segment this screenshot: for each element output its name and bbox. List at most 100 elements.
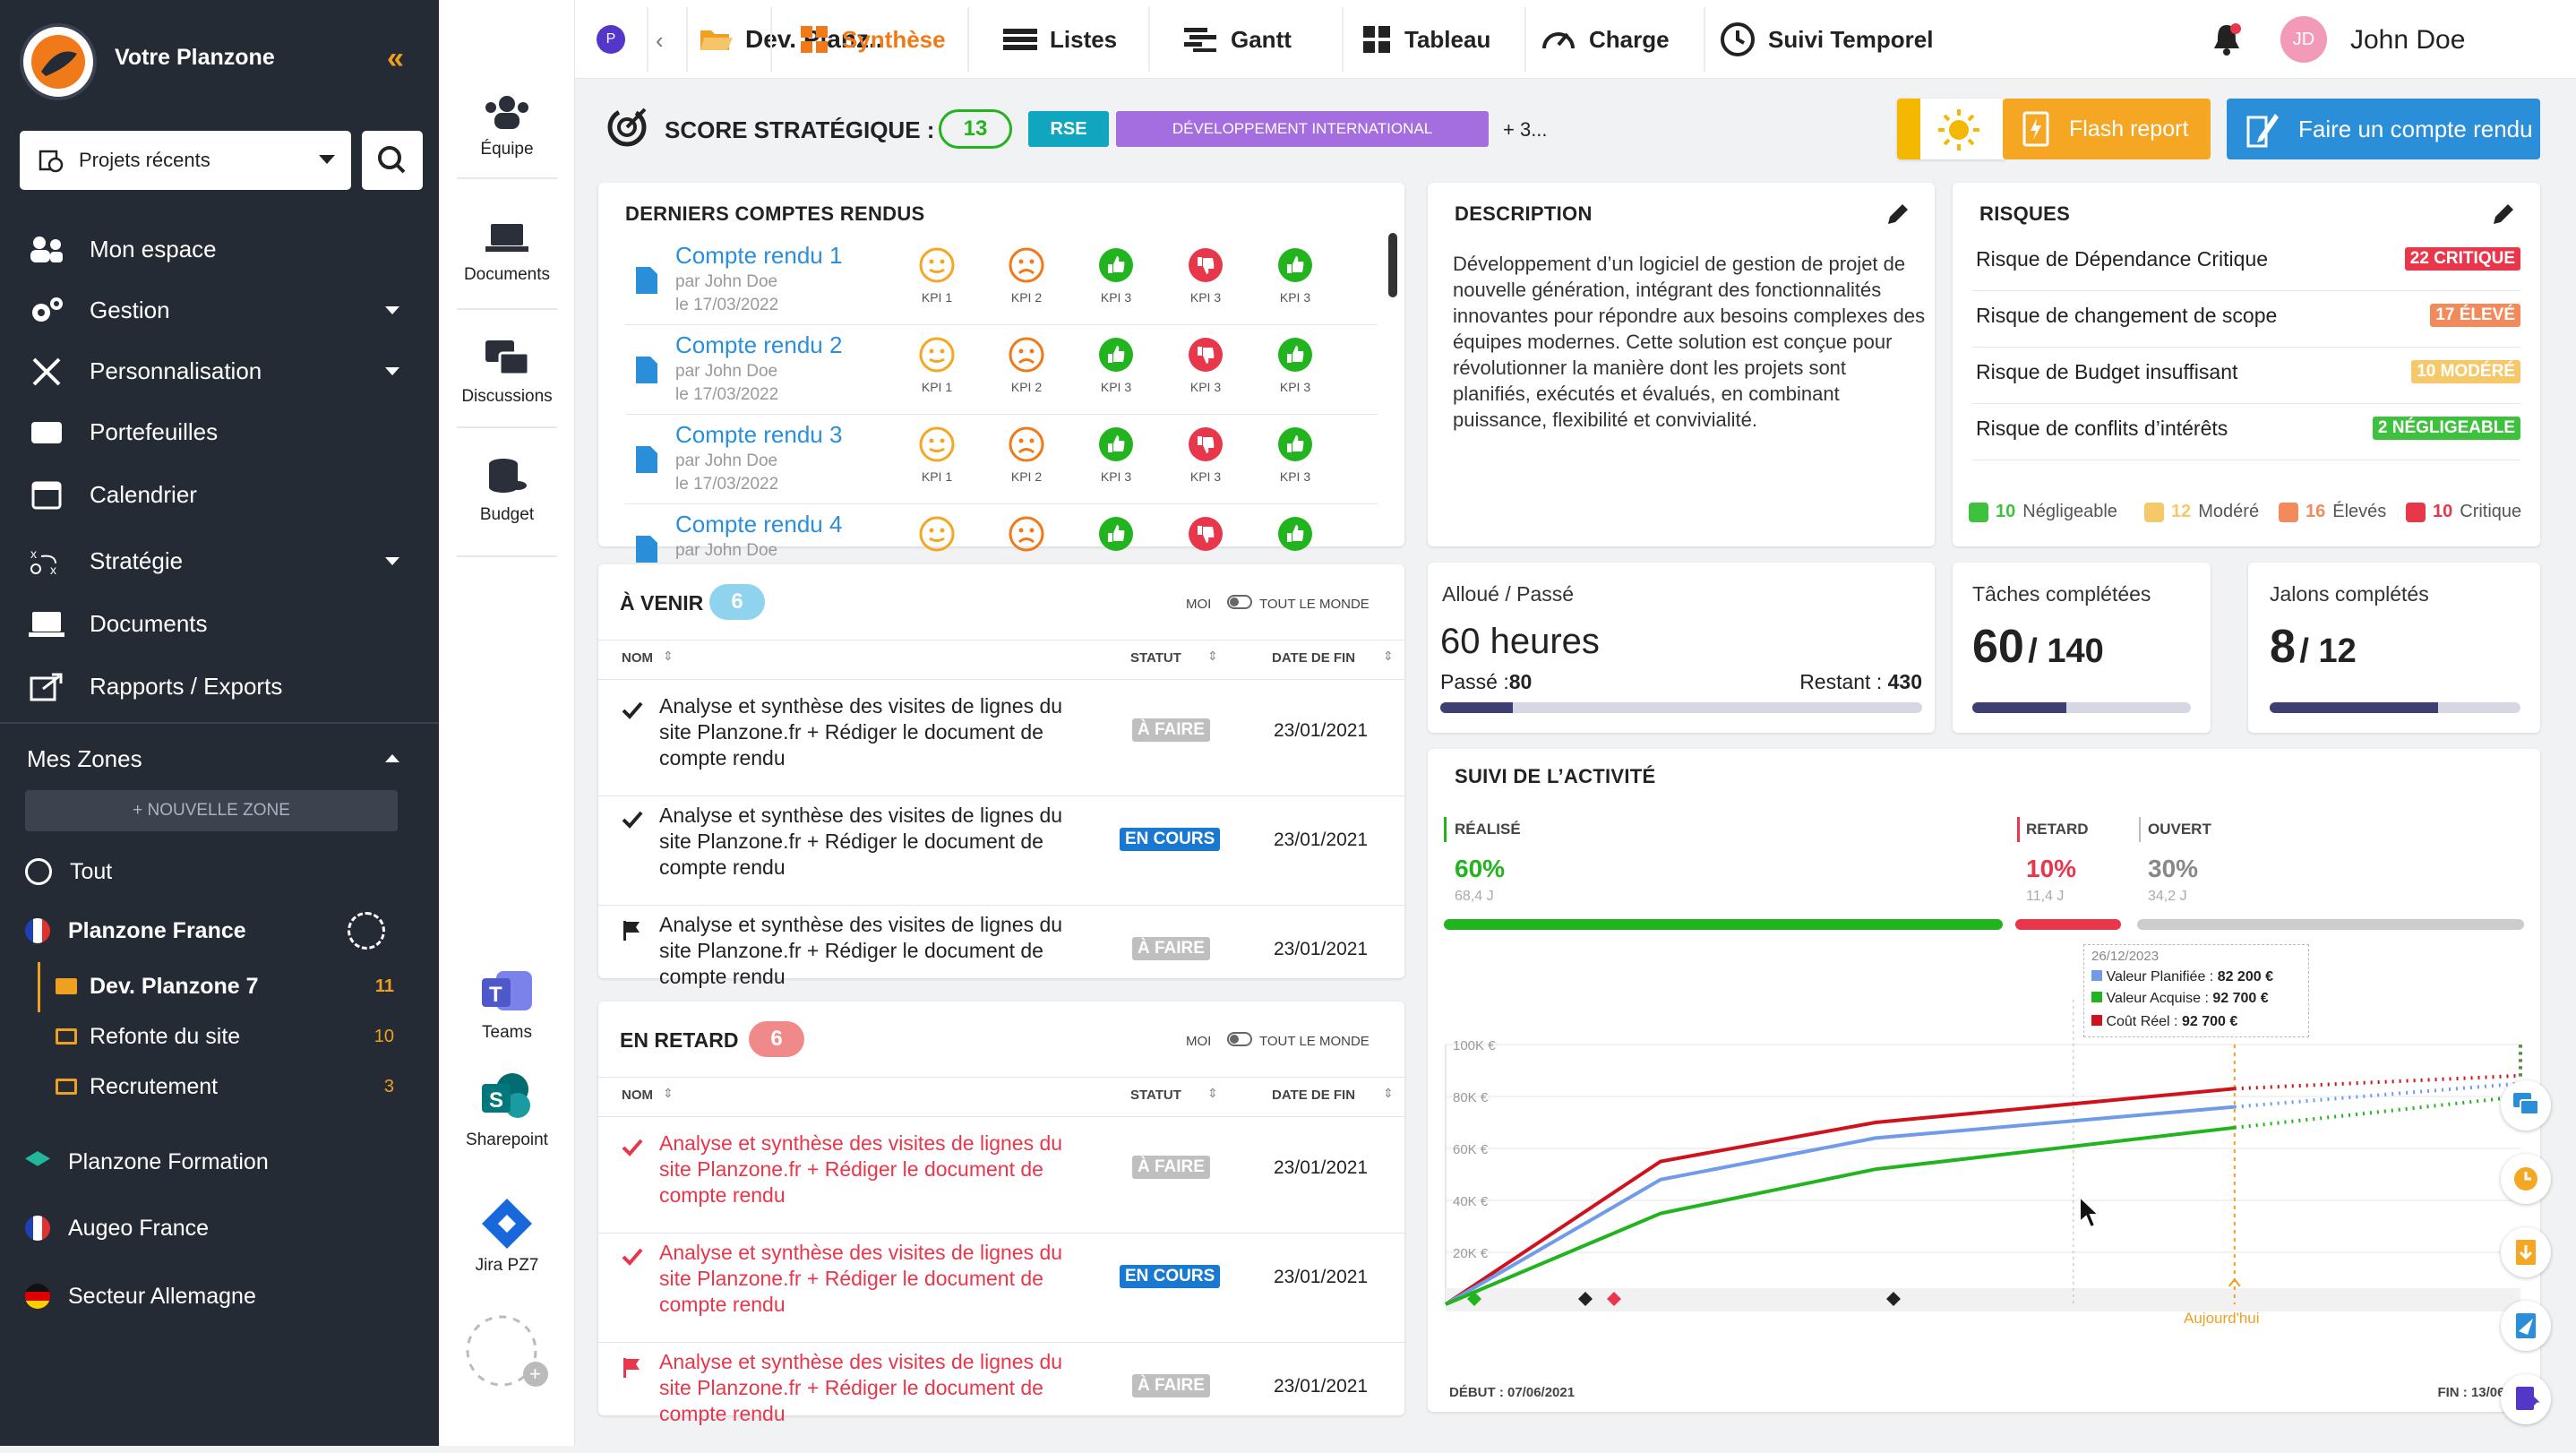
risk-row[interactable]: Risque de Budget insuffisant 10 MODÉRÉ: [1953, 357, 2540, 413]
tab-listes[interactable]: Listes: [1003, 0, 1117, 79]
sort-icon[interactable]: ⇕: [663, 649, 674, 663]
project-selector[interactable]: Dev. Planz..: [699, 0, 883, 79]
column-header[interactable]: DATE DE FIN: [1272, 1088, 1356, 1103]
risk-row[interactable]: Risque de changement de scope 17 ÉLEVÉ: [1953, 300, 2540, 357]
documents-button[interactable]: Documents: [439, 219, 575, 285]
task-name[interactable]: Analyse et synthèse des visites de ligne…: [659, 693, 1062, 771]
edit-icon[interactable]: [2490, 201, 2517, 228]
zone-augeo-france[interactable]: Augeo France: [0, 1204, 439, 1252]
equipe-button[interactable]: Équipe: [439, 93, 575, 159]
new-zone-button[interactable]: + NOUVELLE ZONE: [25, 790, 398, 831]
user-avatar[interactable]: JD: [2280, 16, 2327, 63]
notifications-icon[interactable]: [2211, 21, 2243, 57]
task-name[interactable]: Analyse et synthèse des visites de ligne…: [659, 1131, 1062, 1208]
recent-projects-select[interactable]: Projets récents: [20, 131, 351, 190]
task-name[interactable]: Analyse et synthèse des visites de ligne…: [659, 1240, 1062, 1318]
sort-icon[interactable]: ⇕: [663, 1086, 674, 1100]
filter-tout[interactable]: TOUT LE MONDE: [1259, 1034, 1370, 1049]
teams-button[interactable]: T Teams: [439, 964, 575, 1043]
column-header[interactable]: DATE DE FIN: [1272, 650, 1356, 666]
svg-text:+: +: [529, 1363, 541, 1385]
collapse-sidebar-icon[interactable]: «: [387, 41, 404, 75]
compte-rendu-row[interactable]: Compte rendu 4 par John Doe: [598, 505, 1387, 595]
compte-rendu-title[interactable]: Compte rendu 1: [675, 242, 843, 269]
download-float-button[interactable]: [2501, 1227, 2551, 1277]
planzone-logo[interactable]: [20, 23, 97, 100]
zone-all[interactable]: Tout: [0, 847, 439, 896]
zone-refonte[interactable]: Refonte du site 10: [0, 1012, 439, 1061]
zone-planzone-formation[interactable]: Planzone Formation: [0, 1138, 439, 1186]
flash-report-button[interactable]: Flash report: [2003, 99, 2211, 159]
nav-mon-espace[interactable]: Mon espace: [0, 222, 439, 276]
filter-tout[interactable]: TOUT LE MONDE: [1259, 597, 1370, 612]
filter-moi[interactable]: MOI: [1186, 597, 1212, 612]
chat-float-button[interactable]: [2501, 1080, 2551, 1131]
risk-row[interactable]: Risque de conflits d’intérêts 2 NÉGLIGEAB…: [1953, 413, 2540, 469]
filter-toggle[interactable]: [1227, 595, 1252, 609]
nav-documents[interactable]: Documents: [0, 597, 439, 650]
filter-toggle[interactable]: [1227, 1032, 1252, 1046]
compte-rendu-row[interactable]: Compte rendu 2 par John Doe le 17/03/2022 K…: [598, 326, 1387, 416]
zone-secteur-allemagne[interactable]: Secteur Allemagne: [0, 1272, 439, 1320]
column-header[interactable]: NOM: [622, 650, 653, 666]
tab-charge[interactable]: Charge: [1541, 0, 1670, 79]
scrollbar[interactable]: [1388, 233, 1397, 297]
back-chevron-icon[interactable]: ‹: [656, 27, 664, 54]
project-avatar[interactable]: P: [597, 25, 625, 54]
tab-synthese[interactable]: Synthèse: [799, 0, 946, 79]
discussions-button[interactable]: Discussions: [439, 337, 575, 407]
column-header[interactable]: STATUT: [1130, 1088, 1181, 1103]
search-button[interactable]: [362, 131, 423, 190]
task-row[interactable]: Analyse et synthèse des visites de ligne…: [598, 908, 1404, 1016]
task-name[interactable]: Analyse et synthèse des visites de ligne…: [659, 803, 1062, 881]
compte-rendu-title[interactable]: Compte rendu 2: [675, 331, 843, 358]
nav-strategie[interactable]: x x Stratégie: [0, 534, 439, 588]
task-row[interactable]: Analyse et synthèse des visites de ligne…: [598, 1127, 1404, 1234]
budget-button[interactable]: Budget: [439, 455, 575, 525]
add-link-button[interactable]: +: [439, 1315, 575, 1399]
compte-rendu-row[interactable]: Compte rendu 1 par John Doe le 17/03/2022 K…: [598, 236, 1387, 326]
weather-toggle[interactable]: [1897, 99, 2006, 159]
sort-icon[interactable]: ⇕: [1383, 1086, 1394, 1100]
task-row[interactable]: Analyse et synthèse des visites de ligne…: [598, 1346, 1404, 1453]
risk-row[interactable]: Risque de Dépendance Critique 22 CRITIQUE: [1953, 244, 2540, 300]
task-row[interactable]: Analyse et synthèse des visites de ligne…: [598, 690, 1404, 797]
column-header[interactable]: STATUT: [1130, 650, 1181, 666]
compte-rendu-title[interactable]: Compte rendu 3: [675, 421, 843, 448]
jira-button[interactable]: Jira PZ7: [439, 1197, 575, 1276]
nav-gestion[interactable]: Gestion: [0, 283, 439, 337]
sort-icon[interactable]: ⇕: [1207, 1086, 1218, 1100]
tag-rse[interactable]: RSE: [1028, 111, 1109, 147]
column-header[interactable]: NOM: [622, 1088, 653, 1103]
task-name[interactable]: Analyse et synthèse des visites de ligne…: [659, 912, 1062, 990]
zone-recrutement[interactable]: Recrutement 3: [0, 1062, 439, 1111]
compte-rendu-row[interactable]: Compte rendu 3 par John Doe le 17/03/2022 K…: [598, 416, 1387, 505]
task-row[interactable]: Analyse et synthèse des visites de ligne…: [598, 1236, 1404, 1344]
tab-gantt[interactable]: Gantt: [1184, 0, 1292, 79]
timer-float-button[interactable]: [2501, 1154, 2551, 1204]
sort-icon[interactable]: ⇕: [1207, 649, 1218, 663]
task-row[interactable]: Analyse et synthèse des visites de ligne…: [598, 799, 1404, 907]
tab-tableau[interactable]: Tableau: [1361, 0, 1490, 79]
zone-settings-icon[interactable]: [348, 912, 385, 950]
filter-moi[interactable]: MOI: [1186, 1034, 1212, 1049]
compte-rendu-title[interactable]: Compte rendu 4: [675, 511, 843, 537]
sort-icon[interactable]: ⇕: [1383, 649, 1394, 663]
task-name[interactable]: Analyse et synthèse des visites de ligne…: [659, 1349, 1062, 1427]
nav-calendrier[interactable]: Calendrier: [0, 468, 439, 521]
report-float-button[interactable]: [2501, 1374, 2551, 1424]
edit-icon[interactable]: [1885, 201, 1911, 228]
nav-personnalisation[interactable]: Personnalisation: [0, 344, 439, 398]
tab-suivi-temporel[interactable]: Suivi Temporel: [1720, 0, 1933, 79]
make-report-button[interactable]: Faire un compte rendu: [2227, 99, 2540, 159]
tag-dev-international[interactable]: DÉVELOPPEMENT INTERNATIONAL: [1116, 111, 1489, 147]
zone-planzone-france[interactable]: Planzone France: [0, 907, 439, 955]
more-tags[interactable]: + 3...: [1503, 118, 1548, 141]
zone-dev-planzone-7[interactable]: Dev. Planzone 7 11: [0, 962, 439, 1010]
nav-rapports[interactable]: Rapports / Exports: [0, 659, 439, 713]
user-name[interactable]: John Doe: [2350, 25, 2466, 55]
send-float-button[interactable]: [2501, 1301, 2551, 1351]
nav-portefeuilles[interactable]: Portefeuilles: [0, 405, 439, 459]
sharepoint-button[interactable]: S Sharepoint: [439, 1071, 575, 1150]
zones-collapse-icon[interactable]: [385, 754, 399, 762]
